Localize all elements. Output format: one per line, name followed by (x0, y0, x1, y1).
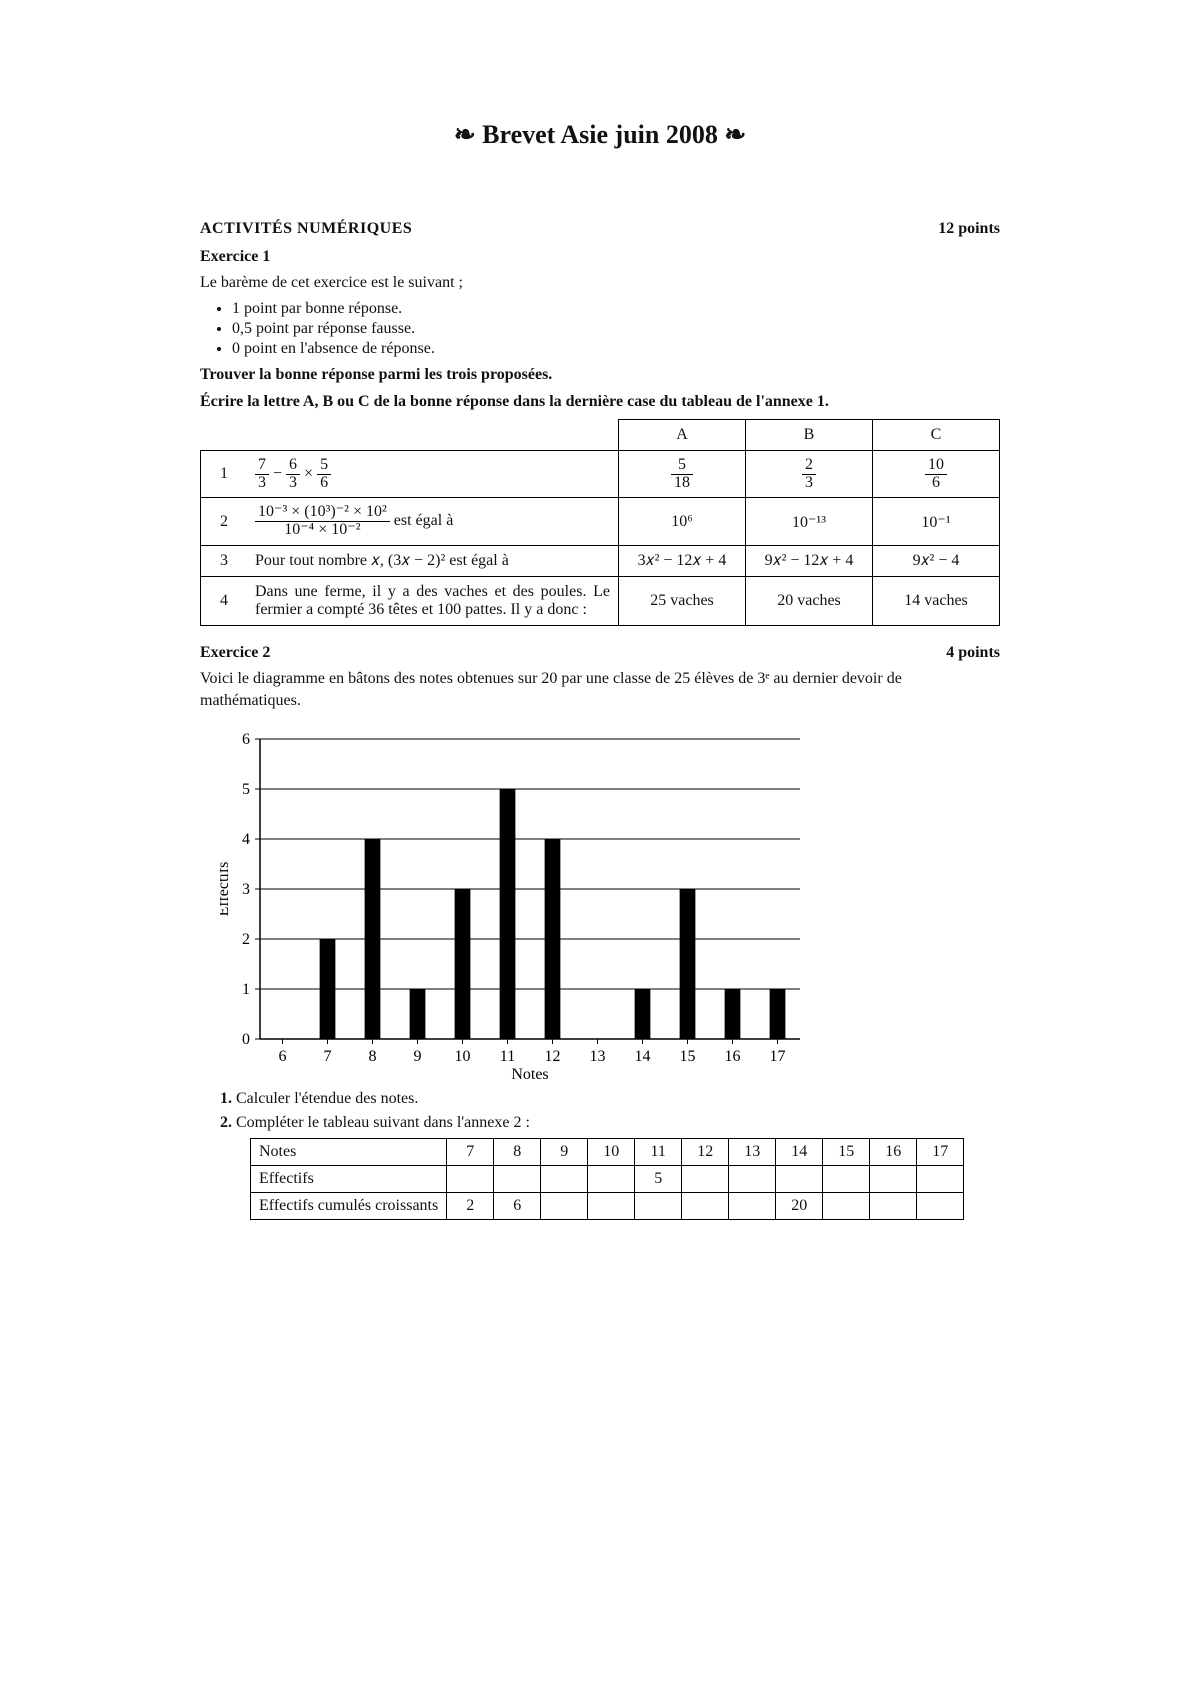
bullet-item: 1 point par bonne réponse. (232, 300, 1000, 318)
svg-text:17: 17 (770, 1048, 786, 1065)
ex2-q2: Compléter le tableau suivant dans l'anne… (236, 1114, 530, 1131)
ex2-intro: Voici le diagramme en bâtons des notes o… (200, 668, 1000, 711)
col-C: C (873, 419, 1000, 450)
svg-text:4: 4 (242, 831, 250, 848)
bar-chart: 012345667891011121314151617NotesEffectif… (220, 729, 1000, 1084)
table-row: 173 − 63 × 5651823106 (201, 450, 1000, 498)
col-A: A (619, 419, 746, 450)
svg-text:15: 15 (680, 1048, 696, 1065)
svg-text:10: 10 (455, 1048, 471, 1065)
svg-text:8: 8 (369, 1048, 377, 1065)
bullet-item: 0,5 point par réponse fausse. (232, 320, 1000, 338)
ex1-title: Exercice 1 (200, 248, 1000, 266)
svg-text:3: 3 (242, 881, 250, 898)
svg-text:16: 16 (725, 1048, 741, 1065)
svg-text:9: 9 (414, 1048, 422, 1065)
ex1-bullets: 1 point par bonne réponse. 0,5 point par … (232, 300, 1000, 358)
svg-text:Effectifs: Effectifs (220, 862, 232, 917)
svg-text:0: 0 (242, 1031, 250, 1048)
svg-text:6: 6 (242, 731, 250, 748)
ex1-intro: Le barème de cet exercice est le suivant… (200, 272, 1000, 294)
ex2-points: 4 points (946, 644, 1000, 662)
svg-text:6: 6 (279, 1048, 287, 1065)
qcm-table: A B C 173 − 63 × 5651823106210⁻³ × (10³)… (200, 419, 1000, 626)
svg-text:5: 5 (242, 781, 250, 798)
table-row: 3Pour tout nombre 𝑥, (3𝑥 − 2)² est égal … (201, 545, 1000, 576)
table-row: 210⁻³ × (10³)⁻² × 10²10⁻⁴ × 10⁻² est éga… (201, 498, 1000, 546)
svg-text:2: 2 (242, 931, 250, 948)
ex1-instr2: Écrire la lettre A, B ou C de la bonne r… (200, 391, 1000, 413)
col-B: B (746, 419, 873, 450)
ex2-q1: Calculer l'étendue des notes. (236, 1090, 418, 1107)
svg-text:Notes: Notes (511, 1066, 548, 1079)
page-title: ❧ Brevet Asie juin 2008 ❧ (200, 120, 1000, 150)
notes-table: Notes7891011121314151617Effectifs5Effect… (250, 1138, 964, 1220)
svg-text:12: 12 (545, 1048, 561, 1065)
svg-text:14: 14 (635, 1048, 651, 1065)
section-label: ACTIVITÉS NUMÉRIQUES (200, 220, 412, 238)
ex2-title: Exercice 2 (200, 644, 270, 662)
svg-text:7: 7 (324, 1048, 332, 1065)
svg-text:1: 1 (242, 981, 250, 998)
section-points: 12 points (938, 220, 1000, 238)
svg-text:13: 13 (590, 1048, 606, 1065)
table-row: 4Dans une ferme, il y a des vaches et de… (201, 576, 1000, 625)
ex1-instr1: Trouver la bonne réponse parmi les trois… (200, 364, 1000, 386)
svg-text:11: 11 (500, 1048, 515, 1065)
bullet-item: 0 point en l'absence de réponse. (232, 340, 1000, 358)
